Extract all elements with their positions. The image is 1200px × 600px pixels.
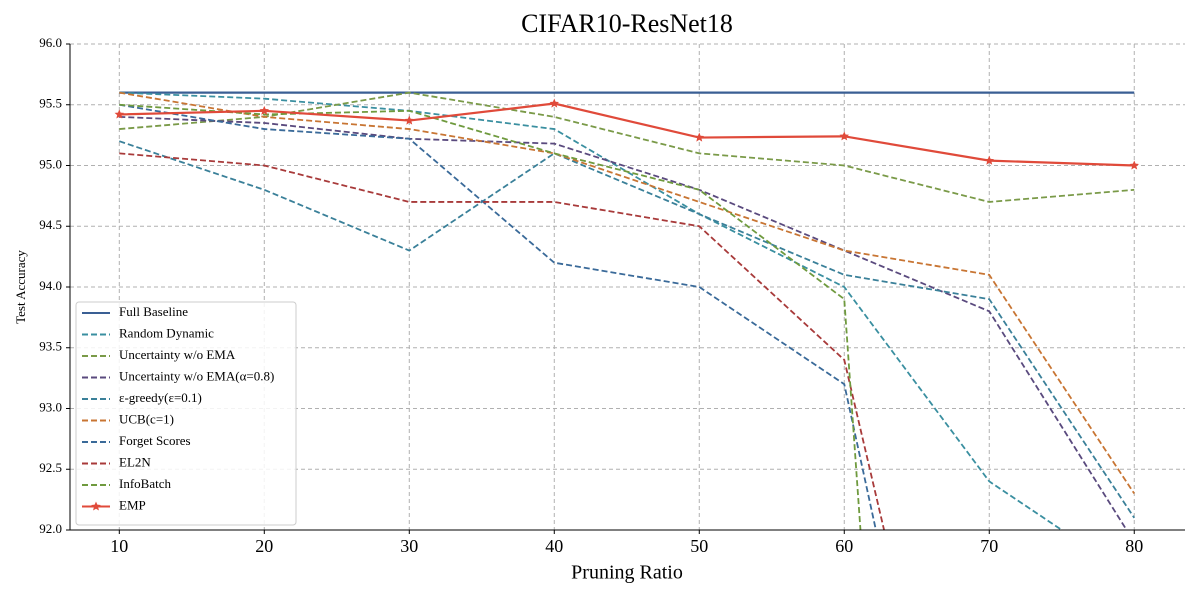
point-marker bbox=[114, 109, 125, 119]
x-tick-label: 10 bbox=[110, 536, 128, 556]
series-line bbox=[119, 140, 1136, 519]
legend-label: ε-greedy(ε=0.1) bbox=[119, 390, 202, 405]
x-tick-label: 20 bbox=[255, 536, 273, 556]
y-tick-label: 96.0 bbox=[39, 35, 62, 50]
point-marker bbox=[549, 98, 560, 108]
x-tick-label: 80 bbox=[1125, 536, 1143, 556]
point-marker bbox=[984, 155, 995, 165]
series-line bbox=[119, 102, 1135, 167]
series-line bbox=[119, 103, 877, 530]
y-tick-label: 92.0 bbox=[39, 521, 62, 536]
series-line bbox=[119, 91, 1135, 203]
series-line bbox=[119, 116, 1128, 530]
legend-label: EMP bbox=[119, 497, 146, 512]
legend-label: Random Dynamic bbox=[119, 325, 214, 340]
y-tick-label: 92.5 bbox=[39, 460, 62, 475]
x-tick-label: 60 bbox=[835, 536, 853, 556]
series-line bbox=[119, 91, 1136, 495]
x-tick-label: 40 bbox=[545, 536, 563, 556]
y-tick-label: 94.0 bbox=[39, 278, 62, 293]
point-marker bbox=[404, 115, 415, 125]
legend: Full Baseline Random Dynamic Uncertainty w… bbox=[75, 301, 297, 526]
y-tick-label: 95.5 bbox=[39, 96, 62, 111]
legend-marker bbox=[91, 501, 101, 511]
point-marker bbox=[259, 105, 270, 115]
plot-area bbox=[114, 91, 1140, 530]
y-tick-label: 93.0 bbox=[39, 399, 62, 414]
point-marker bbox=[694, 132, 705, 142]
legend-label: Uncertainty w/o EMA bbox=[119, 347, 236, 362]
legend-label: Uncertainty w/o EMA(α=0.8) bbox=[119, 368, 274, 383]
series-line bbox=[119, 152, 885, 530]
legend-label: EL2N bbox=[119, 454, 151, 469]
legend-label: InfoBatch bbox=[119, 476, 171, 491]
legend-box bbox=[75, 301, 297, 526]
series-line bbox=[119, 103, 862, 530]
x-tick-label: 30 bbox=[400, 536, 418, 556]
y-tick-label: 93.5 bbox=[39, 339, 62, 354]
point-marker bbox=[839, 131, 850, 141]
x-tick-label: 50 bbox=[690, 536, 708, 556]
legend-label: UCB(c=1) bbox=[119, 411, 174, 426]
x-axis-label: Pruning Ratio bbox=[571, 562, 683, 584]
y-tick-label: 95.0 bbox=[39, 156, 62, 171]
y-axis-label: Test Accuracy bbox=[13, 250, 28, 324]
legend-label: Forget Scores bbox=[119, 433, 191, 448]
chart-title: CIFAR10-ResNet18 bbox=[521, 9, 733, 38]
x-tick-label: 70 bbox=[980, 536, 998, 556]
legend-label: Full Baseline bbox=[119, 304, 188, 319]
point-marker bbox=[1129, 160, 1140, 170]
y-tick-label: 94.5 bbox=[39, 217, 62, 232]
